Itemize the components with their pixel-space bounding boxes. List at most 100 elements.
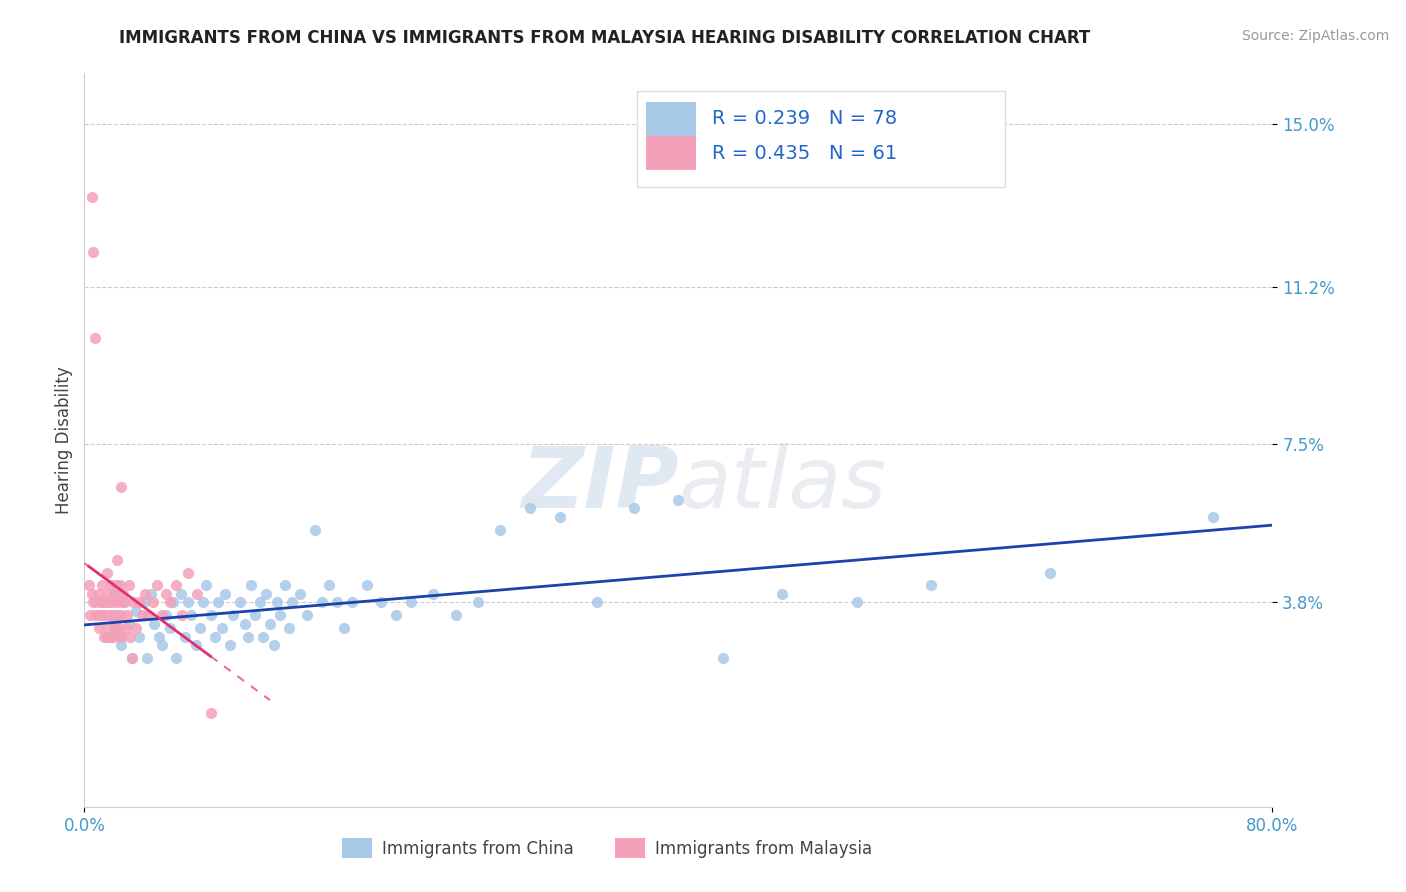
Point (1202, 510, 1225, 524)
Point (195, 578, 218, 592)
Point (96, 595, 118, 609)
Point (174, 630, 197, 644)
Point (159, 621, 181, 635)
Point (108, 578, 131, 592)
Point (155, 587, 177, 601)
Point (172, 608, 194, 623)
Point (101, 608, 124, 623)
Point (94, 608, 117, 623)
Point (98, 608, 121, 623)
Point (101, 630, 124, 644)
Point (117, 608, 139, 623)
Point (121, 651, 143, 665)
Point (422, 587, 444, 601)
Point (121, 651, 143, 665)
Point (135, 651, 157, 665)
Text: ZIP: ZIP (520, 442, 679, 525)
Point (222, 608, 245, 623)
Point (214, 587, 236, 601)
Point (82, 595, 104, 609)
Point (150, 638, 173, 652)
Point (259, 616, 281, 631)
Point (278, 621, 301, 635)
Point (93, 630, 115, 644)
Point (128, 595, 150, 609)
Point (148, 630, 170, 644)
Point (711, 651, 734, 665)
Text: R = 0.239   N = 78: R = 0.239 N = 78 (711, 109, 897, 128)
Point (146, 578, 169, 592)
Point (399, 595, 422, 609)
Point (548, 510, 571, 524)
Point (467, 595, 489, 609)
Point (333, 621, 356, 635)
Text: atlas: atlas (679, 442, 886, 525)
Point (98, 595, 121, 609)
Point (668, 492, 690, 507)
Point (184, 638, 207, 652)
Point (134, 587, 156, 601)
Point (89, 621, 111, 635)
Point (444, 608, 467, 623)
Point (266, 595, 288, 609)
Point (177, 566, 200, 580)
Point (87, 608, 110, 623)
Point (356, 578, 378, 592)
Point (200, 608, 222, 623)
Point (103, 621, 125, 635)
Point (159, 595, 181, 609)
Point (111, 587, 134, 601)
Y-axis label: Hearing Disability: Hearing Disability (55, 367, 73, 514)
Text: IMMIGRANTS FROM CHINA VS IMMIGRANTS FROM MALAYSIA HEARING DISABILITY CORRELATION: IMMIGRANTS FROM CHINA VS IMMIGRANTS FROM… (120, 29, 1090, 46)
Point (104, 621, 127, 635)
FancyBboxPatch shape (647, 102, 696, 136)
Point (91, 578, 114, 592)
FancyBboxPatch shape (637, 92, 1005, 187)
Point (96, 630, 118, 644)
Point (269, 608, 291, 623)
Point (165, 651, 187, 665)
Point (79, 608, 101, 623)
Point (131, 608, 153, 623)
Point (136, 608, 159, 623)
Point (115, 621, 138, 635)
Point (177, 595, 200, 609)
Point (110, 480, 132, 494)
Point (845, 595, 868, 609)
Point (229, 595, 252, 609)
Point (122, 595, 145, 609)
Point (170, 587, 193, 601)
Point (80, 190, 103, 204)
FancyBboxPatch shape (647, 136, 696, 170)
Point (97, 587, 120, 601)
Point (107, 621, 129, 635)
Point (281, 595, 304, 609)
Point (318, 578, 340, 592)
Point (141, 587, 163, 601)
Point (91, 608, 114, 623)
Point (118, 578, 141, 592)
Point (82, 245, 104, 260)
Point (920, 578, 942, 592)
Point (186, 587, 208, 601)
Point (180, 608, 202, 623)
Point (204, 630, 226, 644)
Text: Source: ZipAtlas.com: Source: ZipAtlas.com (1241, 29, 1389, 43)
Point (211, 621, 233, 635)
Point (104, 578, 127, 592)
Point (340, 595, 363, 609)
Point (100, 578, 122, 592)
Point (519, 501, 541, 516)
Point (155, 608, 177, 623)
Point (107, 595, 129, 609)
Point (150, 608, 173, 623)
Point (326, 595, 349, 609)
Point (288, 587, 311, 601)
Point (207, 595, 229, 609)
Point (110, 630, 132, 644)
Point (125, 604, 148, 618)
Point (93, 595, 115, 609)
Point (132, 595, 155, 609)
Point (304, 523, 326, 537)
Point (84, 595, 107, 609)
